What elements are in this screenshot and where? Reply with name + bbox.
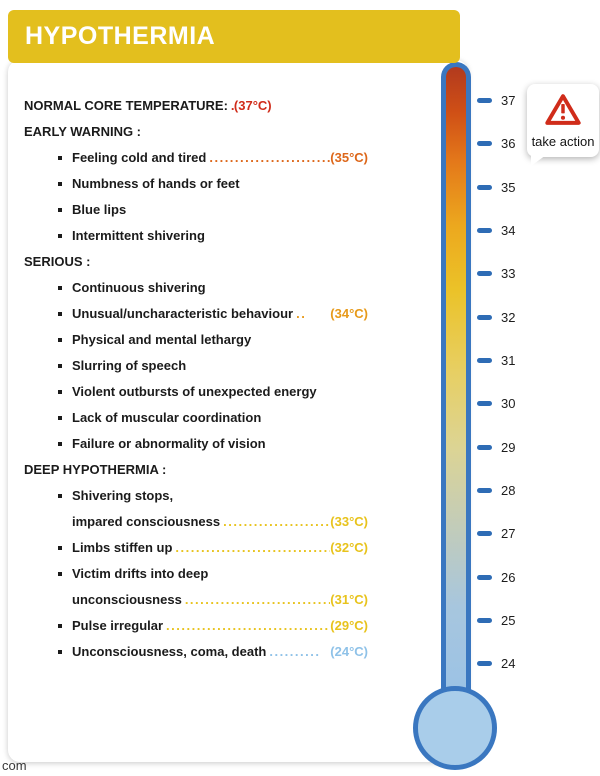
thermo-tick-31: 31 — [477, 352, 515, 368]
tick-mark — [477, 227, 492, 233]
tick-mark — [477, 97, 492, 103]
thermo-tick-34: 34 — [477, 222, 515, 238]
dot-leader: ...................................... — [166, 618, 330, 633]
bullet-icon — [58, 416, 62, 420]
symptom-item: Unconsciousness, coma, death .......... … — [58, 643, 452, 661]
tick-mark — [477, 400, 492, 406]
temperature-value: (34°C) — [330, 306, 368, 321]
thermometer-bulb — [413, 686, 497, 770]
dot-leader: ...................................... — [184, 592, 330, 607]
symptom-item: Violent outbursts of unexpected energy — [58, 383, 452, 401]
symptom-item: Failure or abnormality of vision — [58, 435, 452, 453]
dot-leader: .......... — [228, 97, 234, 115]
symptom-card: NORMAL CORE TEMPERATURE: .......... (37°… — [8, 60, 468, 762]
tick-mark — [477, 444, 492, 450]
bullet-icon — [58, 234, 62, 238]
symptom-item: Unusual/uncharacteristic behaviour .. (3… — [58, 305, 452, 323]
thermo-tick-37: 37 — [477, 92, 515, 108]
tick-mark — [477, 140, 492, 146]
thermometer-tube — [441, 62, 471, 702]
bullet-icon — [58, 390, 62, 394]
thermo-tick-33: 33 — [477, 265, 515, 281]
bullet-icon — [58, 156, 62, 160]
section-heading-serious: SERIOUS : — [24, 254, 91, 269]
bullet-icon — [58, 364, 62, 368]
symptom-item: Slurring of speech — [58, 357, 452, 375]
symptom-item: Pulse irregular ........................… — [58, 617, 452, 635]
thermo-tick-27: 27 — [477, 525, 515, 541]
bullet-icon — [58, 494, 62, 498]
bullet-icon — [58, 624, 62, 628]
temperature-value: (33°C) — [330, 514, 368, 529]
tick-mark — [477, 357, 492, 363]
bullet-icon — [58, 286, 62, 290]
normal-core-temperature-row: NORMAL CORE TEMPERATURE: .......... (37°… — [24, 97, 272, 115]
dot-leader: .......................... — [209, 150, 331, 165]
tick-mark — [477, 487, 492, 493]
thermo-tick-32: 32 — [477, 309, 515, 325]
temperature-value: (24°C) — [330, 644, 368, 659]
thermo-tick-24: 24 — [477, 655, 515, 671]
thermo-tick-36: 36 — [477, 135, 515, 151]
bullet-icon — [58, 338, 62, 342]
bullet-icon — [58, 546, 62, 550]
symptom-item: Blue lips — [58, 201, 452, 219]
bullet-icon — [58, 182, 62, 186]
tick-mark — [477, 660, 492, 666]
symptom-item: Physical and mental lethargy — [58, 331, 452, 349]
symptom-item: Shivering stops, impared consciousness .… — [58, 487, 452, 531]
bullet-icon — [58, 312, 62, 316]
temperature-value: (37°C) — [233, 98, 272, 113]
tick-mark — [477, 574, 492, 580]
symptom-item: Intermittent shivering — [58, 227, 452, 245]
thermo-tick-28: 28 — [477, 482, 515, 498]
tick-mark — [477, 530, 492, 536]
warning-triangle-icon — [531, 93, 595, 131]
bullet-icon — [58, 572, 62, 576]
dot-leader: .......... — [269, 644, 321, 659]
tick-mark — [477, 617, 492, 623]
symptom-item: Continuous shivering — [58, 279, 452, 297]
dot-leader: .................................... — [175, 540, 330, 555]
tick-mark — [477, 314, 492, 320]
section-heading: NORMAL CORE TEMPERATURE: — [24, 98, 228, 113]
bullet-icon — [58, 442, 62, 446]
dot-leader: ...................... — [223, 514, 331, 529]
page-title: HYPOTHERMIA — [25, 22, 216, 50]
bullet-icon — [58, 208, 62, 212]
temperature-value: (35°C) — [330, 150, 368, 165]
symptom-item: Limbs stiffen up .......................… — [58, 539, 452, 557]
take-action-label: take action — [531, 134, 595, 149]
section-heading-early-warning: EARLY WARNING : — [24, 124, 142, 139]
tick-mark — [477, 270, 492, 276]
symptom-item: Feeling cold and tired .................… — [58, 149, 452, 167]
dot-leader: .. — [296, 306, 307, 321]
thermo-tick-26: 26 — [477, 569, 515, 585]
thermo-tick-35: 35 — [477, 179, 515, 195]
temperature-value: (31°C) — [330, 592, 368, 607]
bullet-icon — [58, 650, 62, 654]
symptom-item: Numbness of hands or feet — [58, 175, 452, 193]
take-action-callout: take action — [527, 84, 599, 166]
temperature-value: (32°C) — [330, 540, 368, 555]
thermo-tick-25: 25 — [477, 612, 515, 628]
section-heading-deep-hypothermia: DEEP HYPOTHERMIA : — [24, 462, 167, 477]
thermo-tick-29: 29 — [477, 439, 515, 455]
symptom-item: Victim drifts into deep unconsciousness … — [58, 565, 452, 609]
symptom-item: Lack of muscular coordination — [58, 409, 452, 427]
header-banner: HYPOTHERMIA — [8, 10, 460, 63]
callout-tail — [531, 155, 546, 166]
tick-mark — [477, 184, 492, 190]
thermo-tick-30: 30 — [477, 395, 515, 411]
temperature-value: (29°C) — [330, 618, 368, 633]
